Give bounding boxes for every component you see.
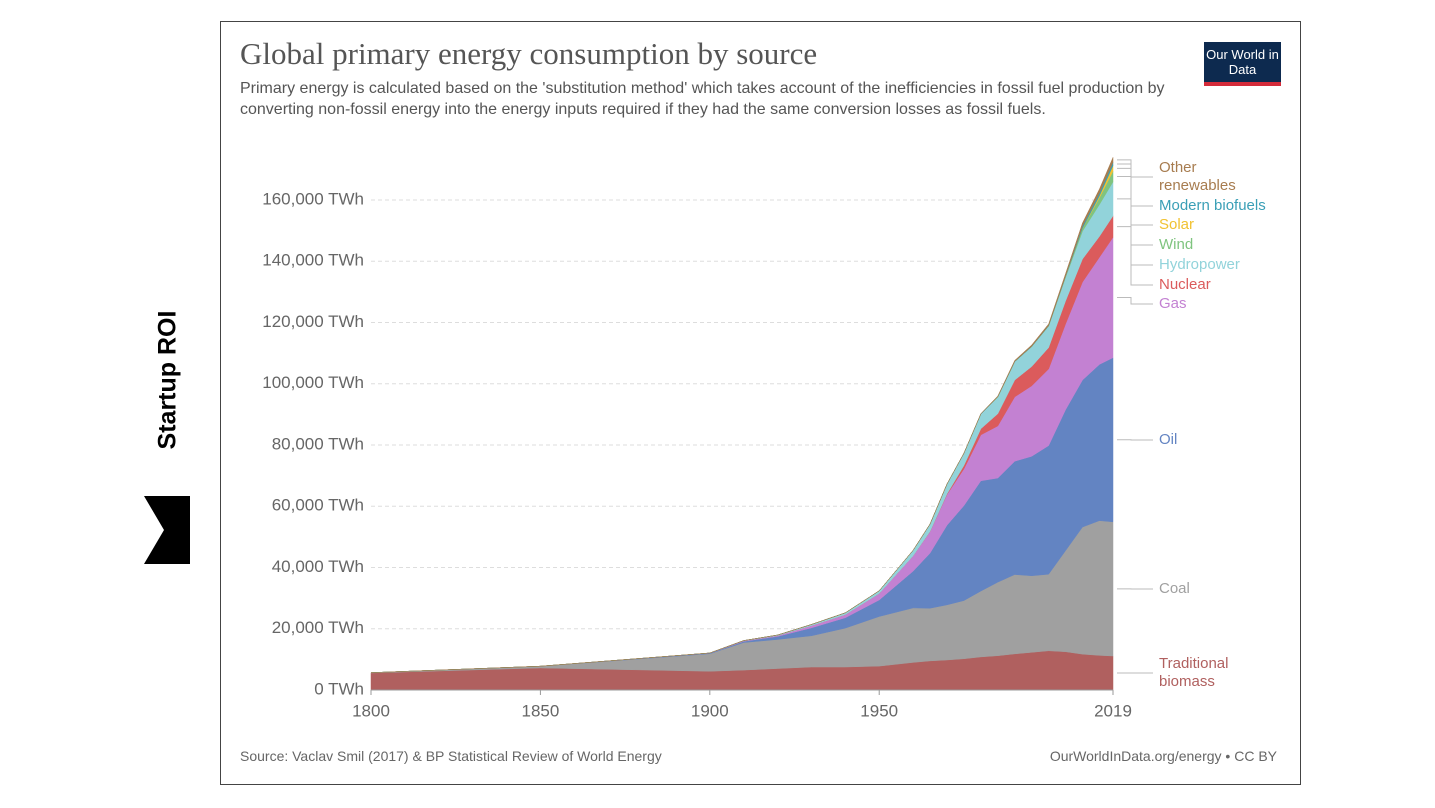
legend-label: Oil	[1159, 431, 1178, 448]
y-tick-label: 60,000 TWh	[272, 496, 364, 515]
legend-label: Gas	[1159, 295, 1187, 312]
x-tick-label: 2019	[1094, 701, 1132, 720]
legend-label: Nuclear	[1159, 276, 1211, 293]
leader-line	[1117, 176, 1153, 246]
credit: OurWorldInData.org/energy • CC BY	[1049, 748, 1277, 764]
x-tick-label: 1850	[521, 701, 559, 720]
area	[370, 157, 1114, 673]
leader-line	[1117, 198, 1153, 266]
y-tick-label: 40,000 TWh	[272, 557, 364, 576]
legend-label: Traditional biomass	[1159, 655, 1229, 690]
y-tick-label: 120,000 TWh	[262, 312, 364, 331]
y-tick-label: 140,000 TWh	[262, 251, 364, 270]
y-tick-label: 0 TWh	[314, 679, 364, 698]
legend-label: Modern biofuels	[1159, 197, 1266, 214]
x-tick-label: 1950	[860, 701, 898, 720]
legend-label: Solar	[1159, 216, 1195, 233]
source: Source: Vaclav Smil (2017) & BP Statisti…	[240, 748, 662, 764]
legend-label: Wind	[1159, 236, 1194, 253]
leader-line	[1117, 296, 1153, 305]
legend-label: Other renewables	[1159, 159, 1236, 194]
leader-line	[1117, 226, 1153, 286]
y-tick-label: 20,000 TWh	[272, 618, 364, 637]
y-tick-label: 160,000 TWh	[262, 189, 364, 208]
chart-subtitle: Primary energy is calculated based on th…	[240, 80, 1165, 118]
y-tick-label: 100,000 TWh	[262, 373, 364, 392]
legend-label: Hydropower	[1159, 256, 1240, 273]
y-tick-label: 80,000 TWh	[272, 434, 364, 453]
x-tick-label: 1800	[352, 701, 390, 720]
x-tick-label: 1900	[691, 701, 729, 720]
owid-logo: Our World in Data	[1204, 42, 1281, 86]
leader-line	[1117, 163, 1153, 207]
brand-logo	[144, 496, 190, 564]
leader-line	[1117, 159, 1153, 178]
brand: Startup ROI	[153, 310, 182, 450]
legend-label: Coal	[1159, 580, 1190, 597]
chart-title: Global primary energy consumption by sou…	[240, 36, 818, 71]
chart-frame	[220, 21, 1301, 785]
